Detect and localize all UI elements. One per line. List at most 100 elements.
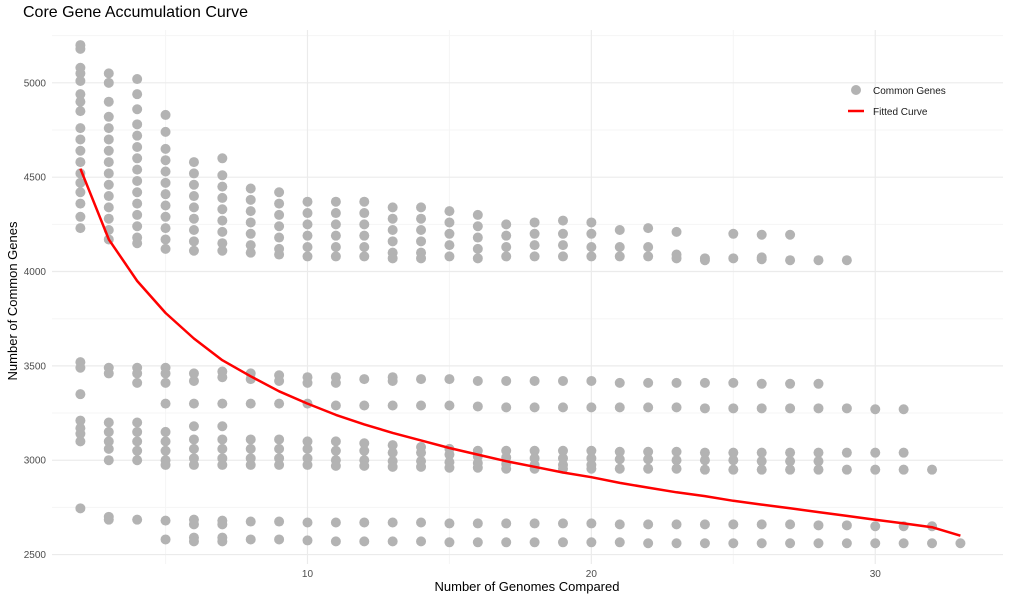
data-point <box>501 251 512 262</box>
data-point <box>614 463 625 474</box>
data-point <box>330 460 341 471</box>
data-point <box>75 75 86 86</box>
x-axis-title: Number of Genomes Compared <box>435 579 620 594</box>
data-point <box>529 445 540 456</box>
data-point <box>132 436 143 447</box>
data-point <box>330 241 341 252</box>
data-point <box>416 461 427 472</box>
data-point <box>501 463 512 474</box>
data-point <box>359 536 370 547</box>
data-point <box>387 202 398 213</box>
data-point <box>898 464 909 475</box>
y-tick-label: 4000 <box>24 267 47 278</box>
y-tick-label: 3000 <box>24 456 47 467</box>
data-point <box>245 443 256 454</box>
data-point <box>586 228 597 239</box>
data-point <box>103 77 114 88</box>
data-point <box>643 538 654 549</box>
data-point <box>387 375 398 386</box>
data-point <box>813 456 824 467</box>
data-point <box>785 456 796 467</box>
data-point <box>643 241 654 252</box>
data-point <box>586 402 597 413</box>
data-point <box>160 143 171 154</box>
data-point <box>302 251 313 262</box>
data-point <box>330 517 341 528</box>
data-point <box>813 538 824 549</box>
data-point <box>472 209 483 220</box>
data-point <box>188 459 199 470</box>
data-point <box>813 378 824 389</box>
data-point <box>75 223 86 234</box>
data-point <box>472 221 483 232</box>
data-point <box>274 459 285 470</box>
data-point <box>132 455 143 466</box>
x-axis-ticks: 10 20 30 <box>302 569 881 580</box>
y-axis-ticks: 2500 3000 3500 4000 4500 5000 <box>24 78 47 561</box>
data-point <box>756 519 767 530</box>
data-point <box>785 229 796 240</box>
data-point <box>75 43 86 54</box>
data-point <box>671 455 682 466</box>
data-point <box>728 519 739 530</box>
data-point <box>75 157 86 168</box>
data-point <box>188 519 199 530</box>
data-point <box>160 177 171 188</box>
data-point <box>955 538 966 549</box>
data-point <box>671 519 682 530</box>
data-point <box>217 245 228 256</box>
data-point <box>217 215 228 226</box>
data-point <box>359 219 370 230</box>
data-point <box>160 223 171 234</box>
data-point <box>160 166 171 177</box>
data-point <box>472 518 483 529</box>
data-point <box>898 447 909 458</box>
data-point <box>444 449 455 460</box>
data-point <box>188 202 199 213</box>
data-point <box>160 515 171 526</box>
data-point <box>103 191 114 202</box>
data-point <box>274 443 285 454</box>
data-point <box>103 514 114 525</box>
data-point <box>557 445 568 456</box>
data-point <box>359 196 370 207</box>
data-point <box>160 377 171 388</box>
data-point <box>614 454 625 465</box>
data-point <box>671 402 682 413</box>
data-point <box>870 464 881 475</box>
data-point <box>529 537 540 548</box>
data-point <box>785 378 796 389</box>
data-point <box>728 377 739 388</box>
data-point <box>387 225 398 236</box>
data-point <box>586 375 597 386</box>
data-point <box>132 221 143 232</box>
data-point <box>785 464 796 475</box>
data-point <box>132 377 143 388</box>
data-point <box>75 96 86 107</box>
data-point <box>501 230 512 241</box>
data-point <box>330 196 341 207</box>
data-point <box>132 514 143 525</box>
data-point <box>586 537 597 548</box>
data-point <box>160 445 171 456</box>
data-point <box>245 217 256 228</box>
data-point <box>444 251 455 262</box>
data-point <box>103 179 114 190</box>
data-point <box>841 255 852 266</box>
data-point <box>302 517 313 528</box>
data-point <box>245 534 256 545</box>
data-point <box>103 96 114 107</box>
data-point <box>103 157 114 168</box>
data-point <box>699 464 710 475</box>
y-tick-label: 4500 <box>24 173 47 184</box>
data-point <box>643 251 654 262</box>
data-point <box>643 519 654 530</box>
data-point <box>898 538 909 549</box>
data-point <box>501 375 512 386</box>
data-point <box>927 538 938 549</box>
data-point <box>75 211 86 222</box>
data-point <box>103 123 114 134</box>
y-tick-label: 5000 <box>24 78 47 89</box>
data-point <box>387 536 398 547</box>
data-point <box>188 375 199 386</box>
